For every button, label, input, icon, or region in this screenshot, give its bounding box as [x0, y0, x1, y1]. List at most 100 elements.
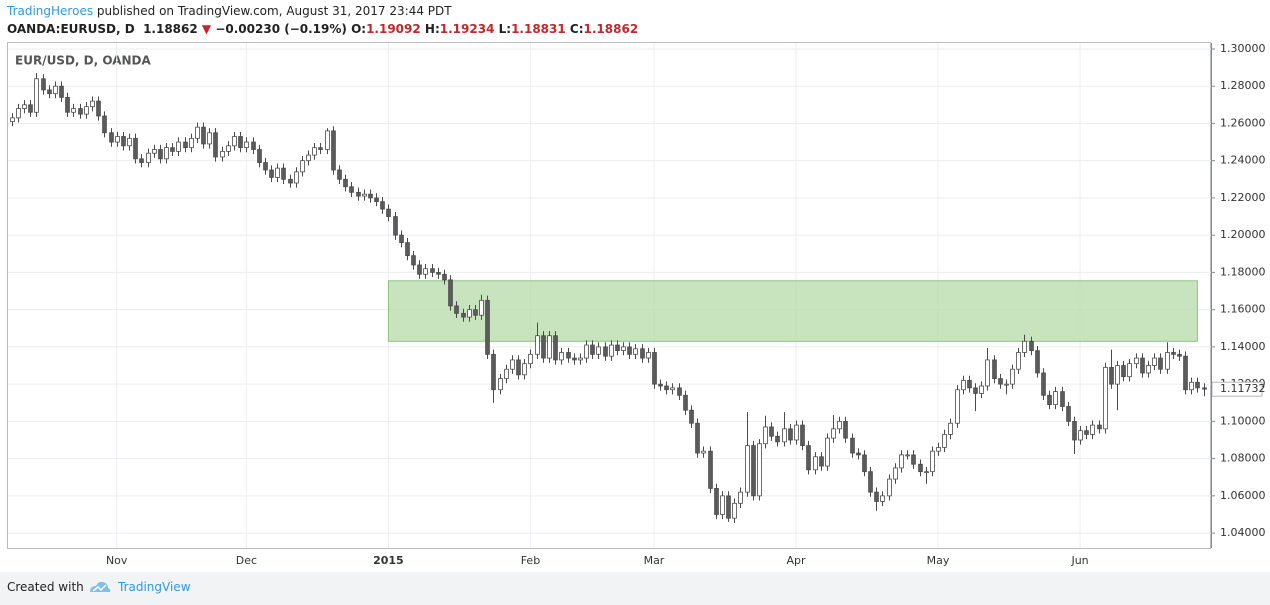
candle-body: [510, 359, 515, 370]
candle-body: [343, 178, 348, 188]
candle-body: [695, 422, 700, 454]
candle-body: [380, 201, 385, 210]
y-tick-label: 1.28000: [1220, 79, 1266, 92]
candle-body: [516, 359, 521, 376]
candle-body: [788, 428, 793, 441]
symbol: OANDA:EURUSD, D: [7, 22, 135, 36]
brand-logo[interactable]: [88, 578, 112, 596]
change: −0.00230 (−0.19%): [215, 22, 347, 36]
candle-body: [10, 117, 15, 122]
candle-body: [491, 353, 496, 391]
candle-body: [955, 389, 960, 424]
y-tick-label: 1.26000: [1220, 116, 1266, 129]
candle-body: [325, 130, 330, 150]
candle-body: [813, 456, 818, 471]
candle-body: [1109, 366, 1114, 385]
candle-body: [127, 137, 132, 147]
candle-body: [769, 426, 774, 437]
candle-body: [448, 279, 453, 307]
candle-body: [170, 147, 175, 152]
candle-body: [1171, 352, 1176, 355]
candle-body: [1202, 387, 1207, 390]
candle-body: [1189, 381, 1194, 391]
candle-body: [195, 126, 200, 139]
y-tick-label: 1.08000: [1220, 452, 1266, 465]
candle-body: [16, 108, 21, 119]
candle-body: [244, 141, 249, 149]
candle-body: [269, 169, 274, 178]
candle-body: [893, 467, 898, 480]
candle-body: [331, 130, 336, 171]
candle-body: [603, 346, 608, 357]
candle-body: [541, 335, 546, 359]
candle-body: [442, 273, 447, 281]
candle-body: [71, 108, 76, 113]
candle-body: [1097, 424, 1102, 430]
candle-body: [238, 136, 243, 149]
candle-body: [701, 450, 706, 454]
low-label: L:: [498, 22, 512, 36]
candle-body: [183, 141, 188, 149]
candle-body: [998, 378, 1003, 385]
candle-body: [1022, 340, 1027, 353]
candle-body: [201, 126, 206, 145]
candle-body: [1078, 430, 1083, 441]
candle-body: [936, 447, 941, 452]
candle-body: [522, 363, 527, 376]
candle-body: [349, 186, 354, 193]
candle-body: [121, 136, 126, 147]
candle-body: [34, 78, 39, 113]
candle-body: [65, 96, 70, 113]
candle-body: [1066, 406, 1071, 422]
candle-body: [1152, 357, 1157, 366]
candle-body: [843, 420, 848, 439]
chart-title: EUR/USD, D, OANDA: [15, 54, 152, 68]
y-tick-label: 1.22000: [1220, 191, 1266, 204]
publish-line: TradingHeroes published on TradingView.c…: [7, 4, 452, 18]
chart: EUR/USD, D, OANDA 1.04000 1.06000 1.08000 1…: [7, 42, 1266, 567]
footer: Created with TradingView: [0, 572, 1270, 605]
x-tick-label: Dec: [236, 554, 257, 567]
candle-body: [714, 488, 719, 515]
candle-body: [646, 352, 651, 359]
y-tick-label: 1.30000: [1220, 42, 1266, 55]
x-tick-label: Feb: [521, 554, 540, 567]
candle-body: [961, 380, 966, 391]
brand[interactable]: TradingView: [118, 580, 191, 594]
candle-body: [745, 445, 750, 493]
change-arrow: ▼: [201, 22, 212, 36]
low: 1.18831: [511, 22, 566, 36]
candle-body: [559, 352, 564, 361]
candle-body: [831, 428, 836, 439]
author[interactable]: TradingHeroes: [7, 4, 94, 18]
candle-body: [158, 149, 163, 160]
candle-body: [973, 387, 978, 394]
close: 1.18862: [583, 22, 639, 36]
candle-body: [572, 357, 577, 361]
candle-body: [887, 478, 892, 497]
last-price-label: 1.11732: [1220, 382, 1266, 395]
candle-body: [1041, 372, 1046, 396]
candle-body: [436, 272, 441, 275]
candle-body: [670, 387, 675, 391]
plot-frame: [7, 42, 1211, 549]
candle-body: [263, 162, 268, 171]
candle-body: [652, 352, 657, 385]
candle-body: [640, 348, 645, 359]
candle-body: [1121, 365, 1126, 378]
candle-body: [232, 136, 237, 147]
y-tick-label: 1.10000: [1220, 414, 1266, 427]
x-tick-label: May: [927, 554, 950, 567]
candle-body: [1053, 391, 1058, 406]
candle-body: [868, 471, 873, 493]
candle-body: [627, 346, 632, 355]
candle-body: [504, 368, 509, 379]
candle-body: [1146, 365, 1151, 374]
candle-body: [528, 353, 533, 365]
candle-body: [732, 502, 737, 519]
candle-body: [1127, 363, 1132, 378]
candle-body: [368, 193, 373, 199]
candle-body: [1115, 365, 1120, 385]
candle-body: [806, 445, 811, 471]
candle-body: [294, 171, 299, 184]
